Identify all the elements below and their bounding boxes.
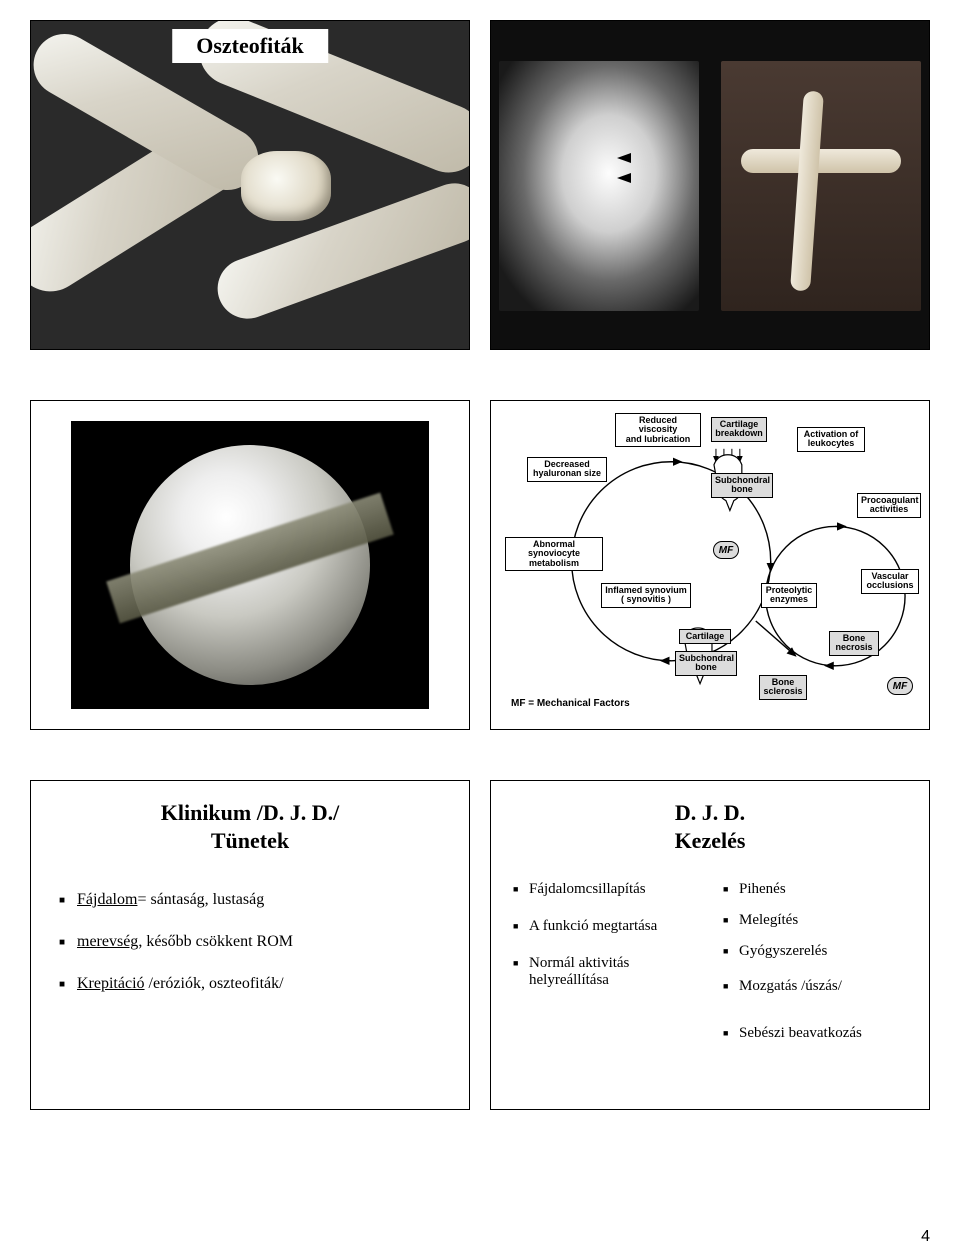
box-proteolytic: Proteolyticenzymes	[761, 583, 817, 608]
bullet-analgesia: Fájdalomcsillapítás	[513, 881, 705, 898]
slide-4-mechanism-diagram: Reduced viscosityand lubrication Cartila…	[490, 400, 930, 730]
bullet-function: A funkció megtartása	[513, 918, 705, 935]
slide-5-bullets: Fájdalom= sántaság, lustaság merevség, k…	[59, 891, 449, 1017]
box-procoagulant: Procoagulantactivities	[857, 493, 921, 518]
bullet-stiffness: merevség, később csökkent ROM	[59, 933, 449, 951]
bullet-pain: Fájdalom= sántaság, lustaság	[59, 891, 449, 909]
surgical-image	[721, 61, 921, 311]
slide-1-osteophytes: Oszteofiták	[30, 20, 470, 350]
bullet-activity: Normál aktivitás helyreállítása	[513, 955, 705, 989]
slide-6-left-col: Fájdalomcsillapítás A funkció megtartása…	[513, 881, 705, 1056]
box-bone-necrosis: Bonenecrosis	[829, 631, 879, 656]
box-reduced: Reduced viscosityand lubrication	[615, 413, 701, 447]
mf-badge-corner: MF	[887, 677, 913, 695]
bone-specimen-photo	[31, 21, 469, 349]
box-inflamed: Inflamed synovium( synovitis )	[601, 583, 691, 608]
slide-6-right-col: Pihenés Melegítés Gyógyszerelés Mozgatás…	[723, 881, 915, 1056]
box-subchondral-2: Subchondralbone	[675, 651, 737, 676]
box-subchondral-1: Subchondralbone	[711, 473, 773, 498]
bullet-drugs: Gyógyszerelés	[723, 943, 915, 960]
bullet-crepitus: Krepitáció /eróziók, oszteofiták/	[59, 975, 449, 993]
box-vascular: Vascularocclusions	[861, 569, 919, 594]
bullet-exercise: Mozgatás /úszás/	[723, 978, 915, 995]
slide-5-symptoms: Klinikum /D. J. D./Tünetek Fájdalom= sán…	[30, 780, 470, 1110]
handout-page: Oszteofiták	[0, 0, 960, 1256]
box-hyaluronan: Decreasedhyaluronan size	[527, 457, 607, 482]
radiograph-image	[499, 61, 699, 311]
scope-circle-image	[130, 445, 370, 685]
slide-5-title: Klinikum /D. J. D./Tünetek	[31, 799, 469, 854]
bullet-heat: Melegítés	[723, 912, 915, 929]
diagram-caption: MF = Mechanical Factors	[511, 698, 630, 709]
slide-2-clinical-images	[490, 20, 930, 350]
slide-6-treatment: D. J. D.Kezelés Fájdalomcsillapítás A fu…	[490, 780, 930, 1110]
bullet-rest: Pihenés	[723, 881, 915, 898]
page-number: 4	[921, 1228, 930, 1246]
slide-3-arthroscopy	[30, 400, 470, 730]
mf-badge-center: MF	[713, 541, 739, 559]
box-abn-synoviocyte: Abnormal synoviocytemetabolism	[505, 537, 603, 571]
box-cartilage-2: Cartilage	[679, 629, 731, 644]
bullet-surgery: Sebészi beavatkozás	[723, 1025, 915, 1042]
box-bone-sclerosis: Bonesclerosis	[759, 675, 807, 700]
box-activation: Activation ofleukocytes	[797, 427, 865, 452]
slide-1-title: Oszteofiták	[172, 29, 328, 63]
slide-6-title: D. J. D.Kezelés	[491, 799, 929, 854]
scope-frame	[71, 421, 429, 709]
box-breakdown: Cartilagebreakdown	[711, 417, 767, 442]
